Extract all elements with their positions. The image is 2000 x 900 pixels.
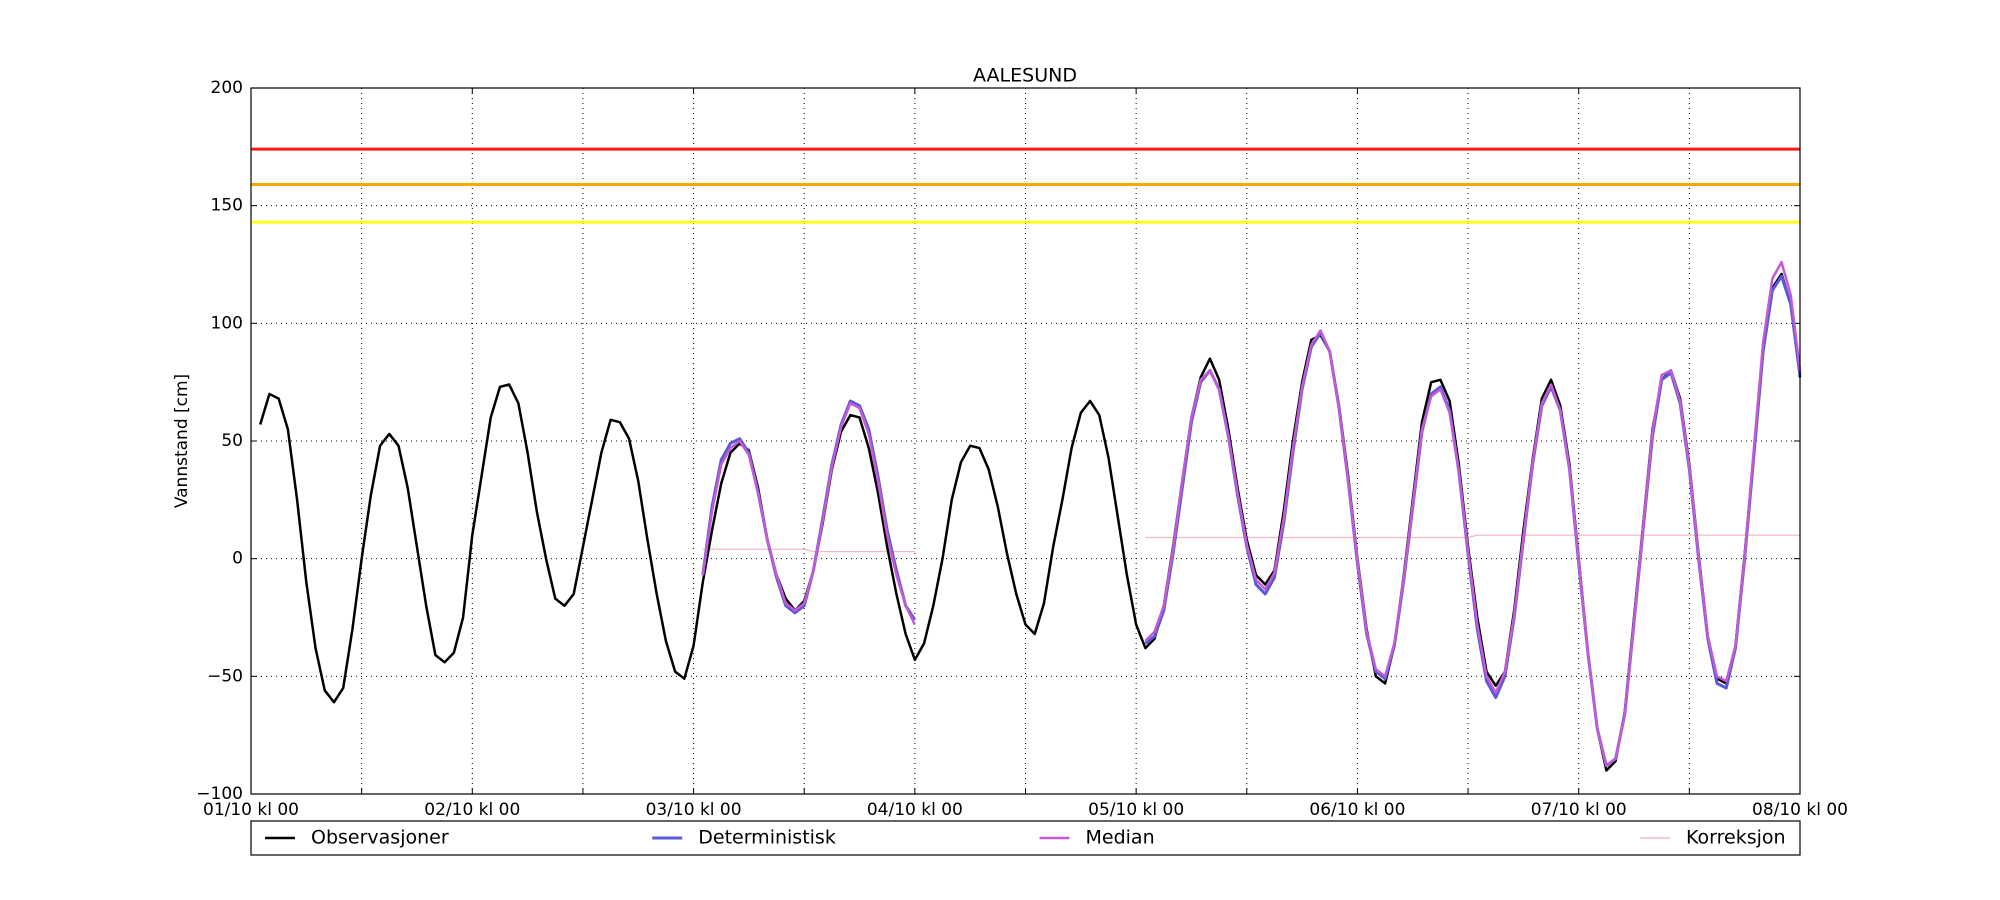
chart-title: AALESUND	[973, 65, 1077, 87]
x-tick-label: 05/10 kl 00	[1088, 800, 1184, 820]
x-tick-label: 08/10 kl 00	[1752, 800, 1848, 820]
x-tick-label: 04/10 kl 00	[867, 800, 963, 820]
x-tick-label: 01/10 kl 00	[203, 800, 299, 820]
legend-label: Korreksjon	[1686, 827, 1786, 849]
plot-frame	[250, 87, 1801, 795]
y-axis-label: Vannstand [cm]	[172, 374, 192, 508]
y-tick-label: 100	[211, 313, 243, 333]
y-tick-label: 200	[211, 78, 243, 98]
legend-label: Deterministisk	[698, 827, 836, 849]
y-tick-label: 0	[232, 549, 243, 569]
legend: Observasjoner Deterministisk Median Korreks…	[265, 827, 1786, 849]
x-tick-label: 07/10 kl 00	[1531, 800, 1627, 820]
y-tick-label: 50	[221, 431, 243, 451]
x-tick-label: 03/10 kl 00	[646, 800, 742, 820]
data-line	[702, 534, 1800, 553]
x-tick-label: 06/10 kl 00	[1309, 800, 1405, 820]
x-tick-label: 02/10 kl 00	[424, 800, 520, 820]
y-tick-label: −50	[207, 666, 243, 686]
data-line	[259, 272, 1802, 772]
legend-box	[250, 820, 1801, 856]
y-tick-label: −100	[196, 784, 243, 804]
data-line	[701, 274, 1802, 768]
legend-label: Observasjoner	[311, 827, 449, 849]
y-tick-label: 150	[211, 196, 243, 216]
data-line	[701, 260, 1802, 768]
legend-label: Median	[1086, 827, 1155, 849]
